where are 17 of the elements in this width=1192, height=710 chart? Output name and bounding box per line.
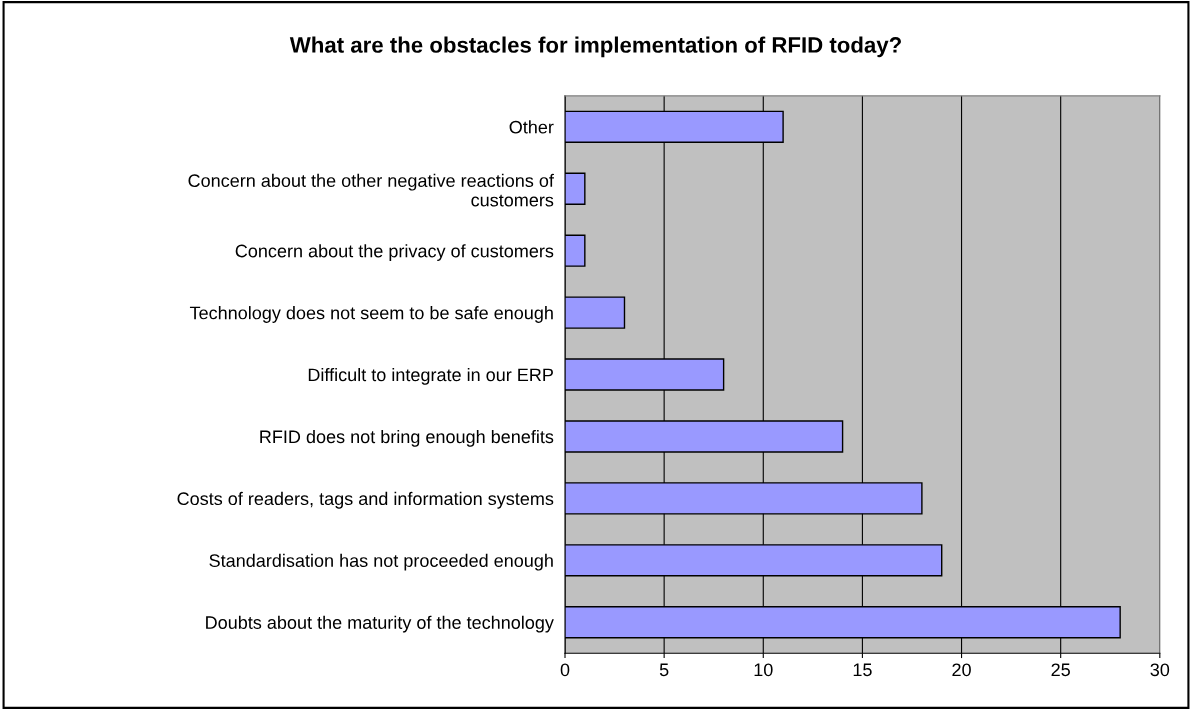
y-tick-label: Costs of readers, tags and information systems (177, 491, 554, 509)
y-tick-label: Concern about the privacy of customers (235, 244, 554, 261)
y-tick-label: Other (509, 120, 554, 134)
y-tick-label: RFID does not bring enough benefits (260, 429, 554, 447)
x-tick-label: 5 (659, 663, 669, 677)
x-tick-label: 25 (1051, 663, 1070, 677)
y-tick-label: Technology does not seem to be safe enough (189, 306, 553, 323)
y-tick-label: Doubts about the maturity of the technology (206, 615, 554, 633)
y-tick-label: Concern about the other negative reactions of customers (188, 173, 554, 207)
y-tick-label: Standardisation has not proceeded enough (209, 553, 553, 571)
chart-title: What are the obstacles for implementation of RFID today? (289, 36, 901, 58)
x-tick-label: 30 (1150, 663, 1170, 677)
x-tick-label: 20 (952, 663, 971, 677)
x-tick-label: 10 (754, 663, 773, 677)
y-tick-label: Difficult to integrate in our ERP (308, 367, 553, 385)
x-tick-label: 0 (560, 663, 570, 677)
x-tick-label: 15 (853, 663, 872, 677)
